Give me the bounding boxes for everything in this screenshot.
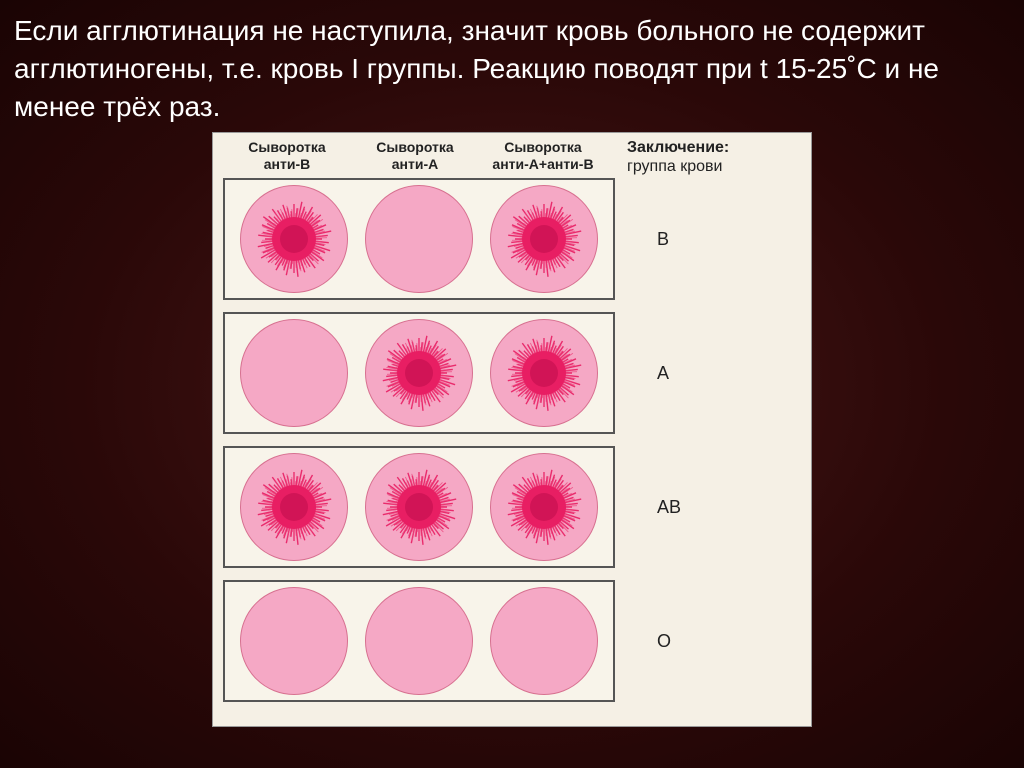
description-text: Если агглютинация не наступила, значит к… [0, 0, 1024, 125]
plate-row: B [223, 178, 801, 300]
serum-circle [490, 453, 598, 561]
serum-circle [240, 319, 348, 427]
conclusion-title: Заключение: [627, 139, 729, 157]
serum-circle [365, 453, 473, 561]
serum-circle [490, 185, 598, 293]
agglutination-spot [253, 198, 335, 280]
agglutination-spot [503, 198, 585, 280]
blood-group-label: O [657, 631, 671, 652]
serum-circle [365, 185, 473, 293]
agglutination-spot [503, 466, 585, 548]
plate [223, 446, 615, 568]
serum-base [240, 319, 348, 427]
serum-base [490, 587, 598, 695]
header-line: Сыворотка [351, 139, 479, 156]
serum-base [240, 587, 348, 695]
header-anti-a: Сыворотка анти-А [351, 139, 479, 176]
serum-circle [490, 319, 598, 427]
agglutination-spot [503, 332, 585, 414]
blood-type-diagram: Сыворотка анти-B Сыворотка анти-А Сыворо… [212, 132, 812, 727]
rows-host: B A AB O [223, 178, 801, 702]
agglutination-spot [378, 466, 460, 548]
plate-row: AB [223, 446, 801, 568]
serum-base [365, 185, 473, 293]
blood-group-label: A [657, 363, 669, 384]
serum-base [365, 587, 473, 695]
serum-circle [240, 185, 348, 293]
header-line: Сыворотка [479, 139, 607, 156]
header-anti-ab: Сыворотка анти-А+анти-В [479, 139, 607, 176]
serum-circle [365, 587, 473, 695]
serum-circle [240, 587, 348, 695]
column-headers: Сыворотка анти-B Сыворотка анти-А Сыворо… [223, 139, 801, 176]
plate [223, 178, 615, 300]
header-line: анти-А [351, 156, 479, 173]
header-line: Сыворотка [223, 139, 351, 156]
blood-group-label: AB [657, 497, 681, 518]
plate-row: A [223, 312, 801, 434]
plate [223, 312, 615, 434]
header-anti-b: Сыворотка анти-B [223, 139, 351, 176]
agglutination-spot [253, 466, 335, 548]
agglutination-spot [378, 332, 460, 414]
header-line: анти-А+анти-В [479, 156, 607, 173]
plate [223, 580, 615, 702]
plate-row: O [223, 580, 801, 702]
header-line: анти-B [223, 156, 351, 173]
blood-group-label: B [657, 229, 669, 250]
serum-circle [240, 453, 348, 561]
serum-circle [365, 319, 473, 427]
serum-circle [490, 587, 598, 695]
conclusion-subtitle: группа крови [627, 157, 729, 176]
